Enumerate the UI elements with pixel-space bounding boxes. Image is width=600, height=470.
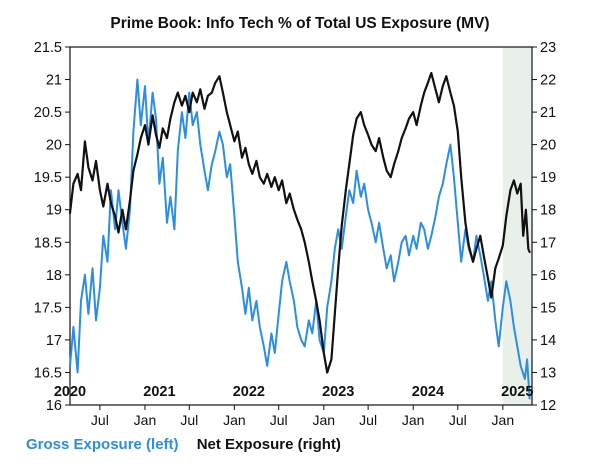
left-axis-tick-label: 21.5 [34, 40, 62, 56]
legend: Gross Exposure (left) Net Exposure (righ… [26, 436, 355, 453]
x-axis-tick-label: Jan [134, 412, 157, 428]
x-axis-tick-label: Jan [223, 412, 246, 428]
x-axis-tick-label: Jul [91, 412, 109, 428]
year-label: 2023 [322, 384, 354, 400]
left-axis-tick-label: 21 [46, 73, 62, 89]
right-axis-tick-label: 15 [540, 300, 556, 316]
year-label: 2022 [233, 384, 265, 400]
x-axis-tick-label: Jul [270, 412, 288, 428]
year-label: 2020 [54, 384, 86, 400]
x-axis-tick-label: Jan [312, 412, 335, 428]
left-axis-tick-label: 18 [46, 268, 62, 284]
left-axis-tick-label: 18.5 [34, 235, 62, 251]
x-axis-tick-label: Jul [180, 412, 198, 428]
legend-net-exposure: Net Exposure (right) [196, 436, 341, 453]
net-exposure-line [68, 71, 531, 374]
year-label: 2021 [143, 384, 175, 400]
plot-frame [69, 46, 533, 406]
right-axis-tick-label: 13 [540, 365, 556, 381]
year-label: 2025 [501, 384, 533, 400]
right-axis-tick-label: 22 [540, 73, 556, 89]
right-axis-tick-label: 18 [540, 203, 556, 219]
x-axis-tick-label: Jan [402, 412, 425, 428]
right-axis-tick-label: 20 [540, 138, 556, 154]
right-axis-tick-label: 12 [540, 398, 556, 414]
left-axis-tick-label: 19 [46, 203, 62, 219]
year-label: 2024 [412, 384, 444, 400]
right-axis-tick-label: 17 [540, 235, 556, 251]
left-axis-tick-label: 16 [46, 398, 62, 414]
x-axis-tick-label: Jul [449, 412, 467, 428]
right-axis-tick-label: 16 [540, 268, 556, 284]
legend-gross-exposure: Gross Exposure (left) [26, 436, 179, 453]
gross-exposure-line [69, 78, 531, 400]
left-axis-tick-label: 17.5 [34, 300, 62, 316]
right-axis-tick-label: 14 [540, 333, 556, 349]
right-axis-tick-label: 23 [540, 40, 556, 56]
left-axis-tick-label: 16.5 [34, 365, 62, 381]
x-axis-tick-label: Jan [492, 412, 515, 428]
right-axis-tick-label: 19 [540, 170, 556, 186]
left-axis-tick-label: 19.5 [34, 170, 62, 186]
chart-title: Prime Book: Info Tech % of Total US Expo… [110, 15, 489, 32]
left-axis-tick-label: 17 [46, 333, 62, 349]
left-axis-tick-label: 20.5 [34, 105, 62, 121]
x-axis-tick-label: Jul [359, 412, 377, 428]
left-axis-tick-label: 20 [46, 138, 62, 154]
right-axis-tick-label: 21 [540, 105, 556, 121]
